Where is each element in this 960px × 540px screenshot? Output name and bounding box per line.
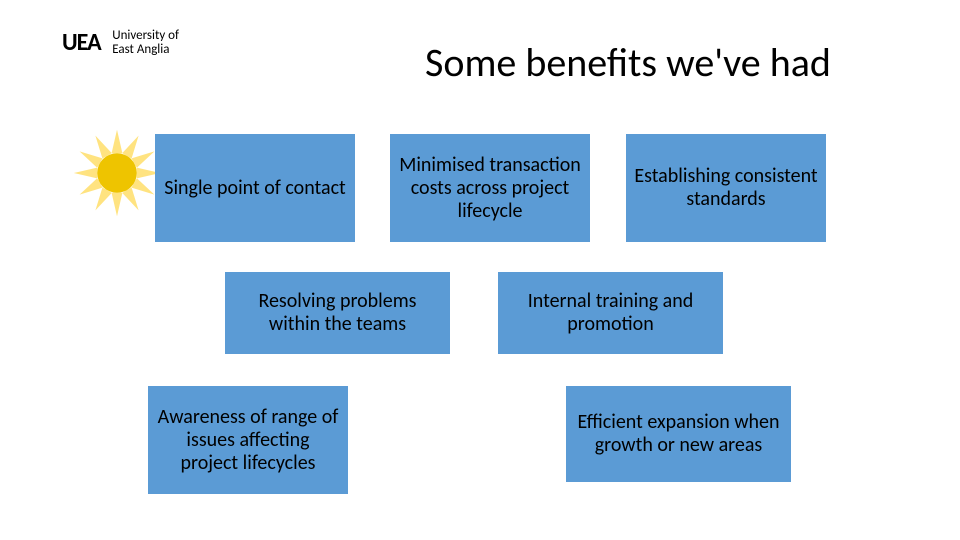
logo-text: University of East Anglia <box>112 29 179 56</box>
benefit-box-b4: Resolving problems within the teams <box>225 272 450 354</box>
benefit-box-b2: Minimised transaction costs across proje… <box>390 134 590 242</box>
benefit-box-b1: Single point of contact <box>155 134 355 242</box>
uea-logo: UEA University of East Anglia <box>62 28 242 57</box>
page-title: Some benefits we've had <box>425 38 831 87</box>
benefit-box-b5: Internal training and promotion <box>498 272 723 354</box>
logo-mark: UEA <box>62 28 101 57</box>
sun-icon <box>72 128 162 218</box>
logo-line2: East Anglia <box>112 42 169 57</box>
benefit-box-b3: Establishing consistent standards <box>626 134 826 242</box>
slide: UEA University of East Anglia Some benef… <box>0 0 960 540</box>
benefit-box-b7: Efficient expansion when growth or new a… <box>566 386 791 482</box>
benefit-box-b6: Awareness of range of issues affecting p… <box>148 386 348 494</box>
